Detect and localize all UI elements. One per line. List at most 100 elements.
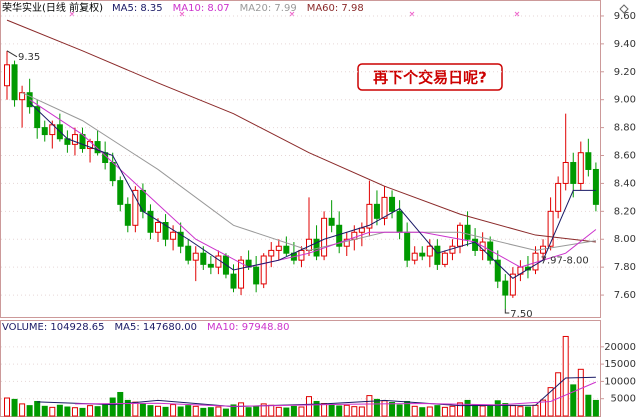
- volume-bar: [177, 406, 184, 417]
- ma-line: [29, 99, 597, 268]
- y-tick-label: 20000: [604, 342, 636, 353]
- volume-bar: [577, 368, 584, 417]
- volume-bar: [139, 403, 146, 417]
- volume-bar: [222, 408, 229, 417]
- volume-bar: [585, 394, 592, 417]
- volume-bar: [524, 406, 531, 417]
- volume-bar: [170, 404, 177, 417]
- volume-bar: [215, 406, 222, 417]
- volume-bar: [306, 396, 312, 417]
- y-tick-label: 8.00: [614, 234, 636, 245]
- y-tick-label: 8.60: [614, 151, 636, 162]
- ma-legend: MA20: 7.99: [240, 3, 297, 14]
- candle-body: [11, 64, 18, 101]
- top-markers: [69, 11, 520, 17]
- annotation: 7.50: [510, 309, 532, 320]
- volume-bar: [192, 405, 199, 417]
- candle-body: [71, 134, 78, 145]
- y-tick-label: 9.40: [614, 39, 636, 50]
- volume-bar: [147, 405, 154, 417]
- volume-legend: MA5: 147680.00: [115, 322, 197, 333]
- candle-body: [230, 273, 237, 289]
- candle-body: [592, 168, 599, 205]
- y-tick-label: 7.80: [614, 262, 636, 273]
- annotation-arrow: [504, 309, 510, 314]
- volume-bar: [11, 398, 18, 417]
- volume-bar: [49, 406, 56, 417]
- candle-body: [268, 249, 275, 257]
- candle-body: [4, 64, 10, 87]
- y-tick-label: 15000: [604, 359, 636, 370]
- candle-body: [464, 224, 471, 240]
- volume-bar: [162, 406, 169, 417]
- candle-body: [502, 280, 509, 296]
- annotation-arrow: [6, 50, 18, 58]
- y-tick-label: 8.80: [614, 123, 636, 134]
- callout-box: [357, 63, 503, 91]
- candle-body: [207, 263, 214, 268]
- volume-bar: [238, 402, 245, 417]
- volume-bar: [155, 405, 161, 417]
- candle-body: [441, 252, 448, 265]
- candle-body: [426, 245, 433, 257]
- ma-legend: MA5: 8.35: [112, 3, 163, 14]
- candle-body: [555, 182, 562, 212]
- y-tick-label: 9.00: [614, 95, 636, 106]
- candle-body: [509, 273, 516, 296]
- candle-body: [524, 266, 531, 271]
- volume-bar: [260, 403, 267, 417]
- ma-legend: MA60: 7.98: [307, 3, 364, 14]
- volume-bar: [487, 404, 494, 417]
- candle-body: [155, 221, 161, 233]
- volume-bar: [268, 404, 275, 417]
- volume-bar: [132, 401, 139, 417]
- volume-bar: [434, 405, 441, 417]
- volume-bar: [502, 403, 509, 417]
- candle-body: [487, 241, 494, 261]
- volume-bar: [396, 404, 403, 417]
- volume-bar: [411, 405, 418, 417]
- candle-body: [117, 180, 124, 205]
- corner-icon[interactable]: [619, 4, 629, 14]
- volume-bar: [87, 405, 94, 417]
- ma-line: [29, 102, 596, 279]
- volume-bar: [540, 399, 547, 417]
- candle-body: [404, 231, 411, 261]
- candle-body: [547, 210, 554, 247]
- candle-body: [570, 161, 577, 184]
- volume-bar: [321, 403, 328, 417]
- ma-line: [21, 92, 596, 251]
- candle-body: [434, 245, 441, 265]
- candle-body: [34, 106, 41, 129]
- candle-body: [389, 196, 396, 212]
- volume-bar: [366, 395, 373, 417]
- volume-legend: MA10: 97948.80: [207, 322, 289, 333]
- volume-bar: [109, 397, 116, 417]
- candle-body: [306, 238, 312, 251]
- volume-bar: [71, 407, 78, 417]
- volume-ma-line: [74, 381, 597, 407]
- callout-text: 再下个交易日呢?: [373, 69, 487, 87]
- y-tick-label: 8.40: [614, 178, 636, 189]
- volume-bar: [441, 406, 448, 417]
- candle-body: [177, 231, 184, 247]
- volume-bar: [34, 400, 41, 417]
- volume-bar: [245, 407, 252, 417]
- candle-body: [577, 152, 584, 184]
- volume-bar: [404, 400, 411, 417]
- volume-bar: [562, 335, 569, 417]
- candle-body: [94, 141, 101, 154]
- candle-body: [373, 203, 380, 219]
- volume-bar: [343, 404, 350, 417]
- volume-bar: [555, 372, 562, 417]
- candle-body: [328, 217, 335, 226]
- volume-bar: [426, 406, 433, 417]
- candle-body: [411, 252, 418, 261]
- volume-bar: [464, 399, 471, 417]
- volume-bar: [358, 406, 365, 417]
- volume-ma-line: [37, 376, 596, 408]
- volume-bar: [26, 405, 33, 417]
- y-tick-label: 10000: [604, 376, 636, 387]
- volume-bar: [494, 400, 501, 417]
